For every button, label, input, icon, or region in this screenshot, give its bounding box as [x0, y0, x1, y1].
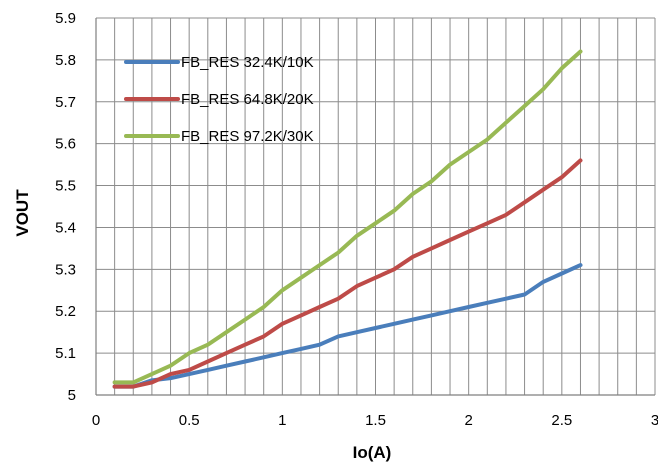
y-tick-label: 5.7 — [55, 94, 76, 111]
y-axis-title: VOUT — [13, 189, 32, 237]
y-tick-label: 5.3 — [55, 261, 76, 278]
x-tick-label: 1.5 — [365, 412, 386, 429]
legend-label-2: FB_RES 64.8K/20K — [181, 91, 314, 108]
y-tick-label: 5.5 — [55, 178, 76, 195]
legend-label-3: FB_RES 97.2K/30K — [181, 128, 314, 145]
x-tick-label: 2.5 — [551, 412, 572, 429]
y-tick-label: 5.6 — [55, 136, 76, 153]
legend: FB_RES 32.4K/10K FB_RES 64.8K/20K FB_RES 9… — [124, 54, 314, 145]
y-tick-labels: 5 5.1 5.2 5.3 5.4 5.5 5.6 5.7 5.8 5.9 — [55, 10, 76, 404]
x-axis-title: Io(A) — [353, 443, 392, 462]
x-tick-label: 0 — [92, 412, 100, 429]
series-line-3 — [112, 49, 583, 385]
y-tick-label: 5.4 — [55, 219, 76, 236]
series-line-1 — [112, 263, 583, 389]
x-tick-label: 0.5 — [179, 412, 200, 429]
x-tick-label: 1 — [278, 412, 286, 429]
x-tick-label: 3 — [651, 412, 658, 429]
plot-lines — [112, 49, 583, 389]
series-line-2 — [112, 158, 583, 389]
x-tick-labels: 0 0.5 1 1.5 2 2.5 3 — [92, 412, 658, 429]
grid — [95, 17, 656, 396]
y-tick-label: 5.1 — [55, 345, 76, 362]
x-tick-label: 2 — [464, 412, 472, 429]
y-tick-label: 5 — [68, 387, 76, 404]
legend-label-1: FB_RES 32.4K/10K — [181, 54, 314, 71]
y-tick-label: 5.9 — [55, 10, 76, 27]
y-tick-label: 5.2 — [55, 303, 76, 320]
y-tick-label: 5.8 — [55, 52, 76, 69]
